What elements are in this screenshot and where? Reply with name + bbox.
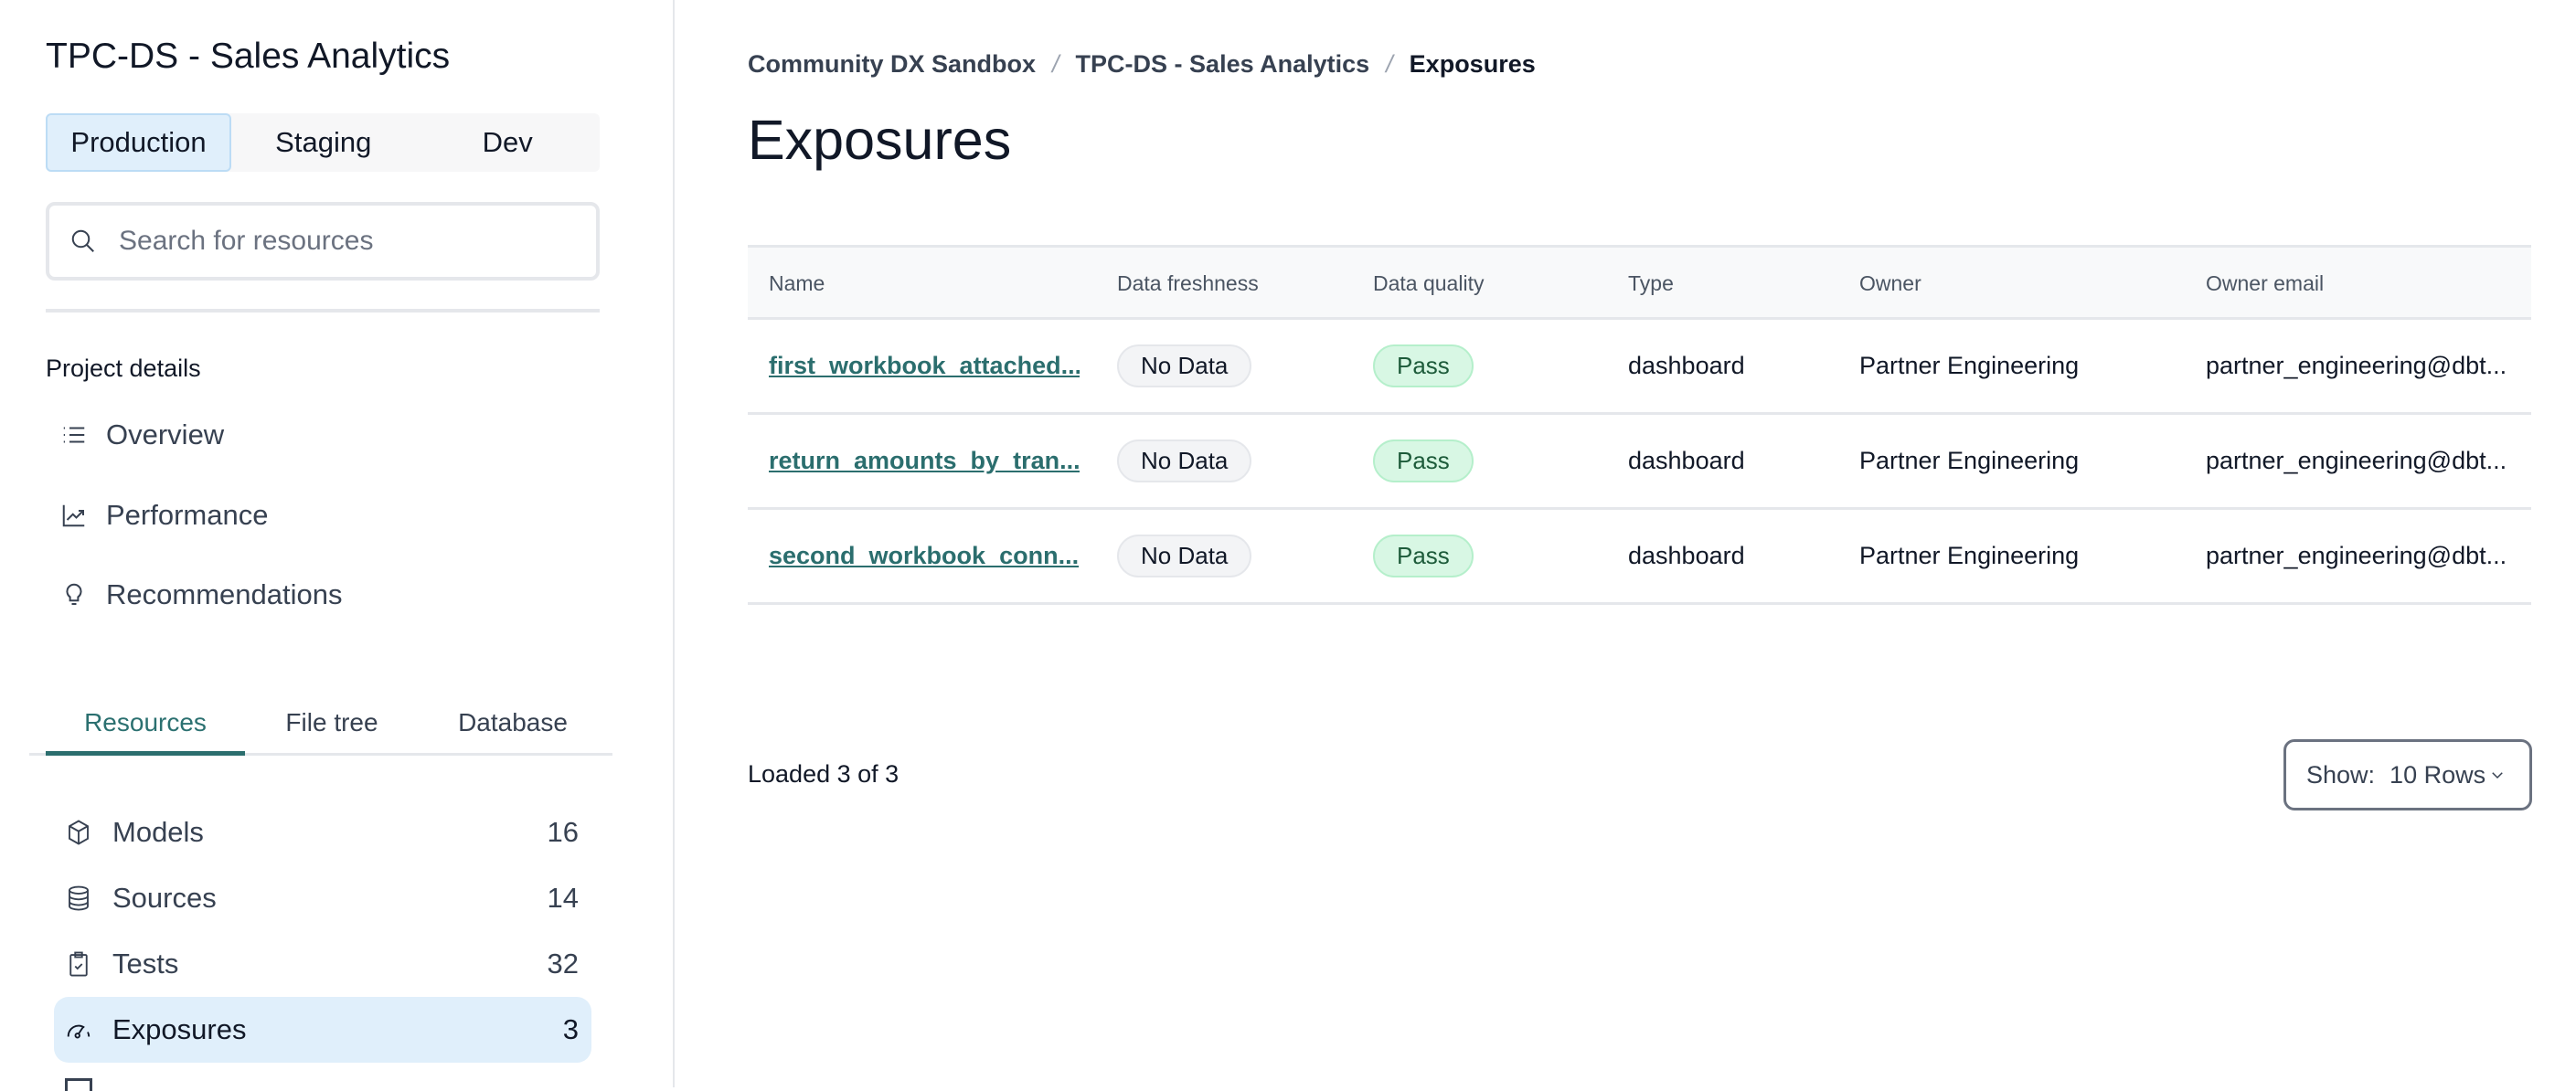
breadcrumb-project[interactable]: TPC-DS - Sales Analytics xyxy=(1075,50,1370,78)
resource-count: 32 xyxy=(547,948,579,980)
resource-tabs: Resources File tree Database xyxy=(29,690,612,756)
resource-count: 3 xyxy=(562,1013,579,1045)
cell-owner-email: partner_engineering@dbt... xyxy=(2206,542,2507,569)
cell-name: second_workbook_conn... xyxy=(769,510,1080,602)
resource-label: Sources xyxy=(112,882,217,914)
table-row[interactable]: second_workbook_conn... No Data Pass dashbo… xyxy=(748,510,2531,605)
cell-quality: Pass xyxy=(1373,320,1474,412)
cell-freshness: No Data xyxy=(1117,415,1252,507)
project-details-label: Project details xyxy=(46,355,201,382)
search-box xyxy=(46,202,600,281)
chevron-down-icon xyxy=(2492,772,2503,779)
cell-name: return_amounts_by_tran... xyxy=(769,415,1080,507)
exposure-link[interactable]: second_workbook_conn... xyxy=(769,542,1080,569)
tab-database[interactable]: Database xyxy=(458,708,568,736)
nav-performance-label: Performance xyxy=(106,499,269,531)
column-header-owner-email[interactable]: Owner email xyxy=(2206,271,2325,295)
exposures-table: Name Data freshness Data quality Type Ow… xyxy=(748,245,2531,605)
exposure-link[interactable]: return_amounts_by_tran... xyxy=(769,447,1080,474)
table-header: Name Data freshness Data quality Type Ow… xyxy=(748,245,2531,320)
clipboard-check-icon xyxy=(69,951,88,977)
cell-quality: Pass xyxy=(1373,415,1474,507)
cell-type: dashboard xyxy=(1628,542,1745,569)
breadcrumb: Community DX Sandbox / TPC-DS - Sales An… xyxy=(748,50,1536,79)
resource-label: Tests xyxy=(112,948,179,980)
resource-count: 16 xyxy=(547,816,579,848)
cell-freshness: No Data xyxy=(1117,510,1252,602)
nav-overview[interactable]: Overview xyxy=(60,412,224,458)
quality-badge: Pass xyxy=(1373,440,1474,482)
environment-switcher: Production Staging Dev xyxy=(46,113,600,172)
list-icon xyxy=(63,427,85,443)
resource-label: Models xyxy=(112,816,204,848)
table-row[interactable]: return_amounts_by_tran... No Data Pass dash… xyxy=(748,415,2531,510)
resource-tests[interactable]: Tests 32 xyxy=(54,931,591,997)
divider xyxy=(46,309,600,312)
resource-exposures[interactable]: Exposures 3 xyxy=(54,997,591,1063)
breadcrumb-current: Exposures xyxy=(1409,50,1536,78)
env-tab-dev[interactable]: Dev xyxy=(482,126,533,158)
grid-icon xyxy=(65,1078,92,1091)
breadcrumb-separator: / xyxy=(1386,50,1393,78)
cube-icon xyxy=(69,820,89,845)
database-icon xyxy=(69,885,89,911)
freshness-badge: No Data xyxy=(1117,535,1252,577)
nav-recommendations-label: Recommendations xyxy=(106,578,343,610)
quality-badge: Pass xyxy=(1373,535,1474,577)
cell-owner-email: partner_engineering@dbt... xyxy=(2206,447,2507,474)
sidebar: TPC-DS - Sales Analytics Production Stag… xyxy=(0,0,675,1091)
breadcrumb-separator: / xyxy=(1052,50,1059,78)
cell-owner-email: partner_engineering@dbt... xyxy=(2206,352,2507,379)
quality-badge: Pass xyxy=(1373,344,1474,387)
table-row[interactable]: first_workbook_attached... No Data Pass das… xyxy=(748,320,2531,415)
breadcrumb-community[interactable]: Community DX Sandbox xyxy=(748,50,1037,78)
cell-owner: Partner Engineering xyxy=(1859,542,2080,569)
chart-line-icon xyxy=(62,504,85,527)
cell-owner: Partner Engineering xyxy=(1859,352,2080,379)
resource-models[interactable]: Models 16 xyxy=(54,800,591,865)
rows-per-page-select[interactable]: Show: 10 Rows xyxy=(2283,739,2532,810)
cell-quality: Pass xyxy=(1373,510,1474,602)
gauge-icon xyxy=(67,1024,90,1039)
show-value: 10 Rows xyxy=(2390,760,2486,789)
cell-owner: Partner Engineering xyxy=(1859,447,2080,474)
resource-label: Exposures xyxy=(112,1013,247,1045)
column-header-freshness[interactable]: Data freshness xyxy=(1117,271,1259,295)
cell-type: dashboard xyxy=(1628,447,1745,474)
page-title: Exposures xyxy=(748,109,1012,171)
column-header-owner[interactable]: Owner xyxy=(1859,271,1921,295)
freshness-badge: No Data xyxy=(1117,344,1252,387)
project-title: TPC-DS - Sales Analytics xyxy=(46,37,451,76)
search-icon xyxy=(71,229,94,252)
tab-file-tree[interactable]: File tree xyxy=(285,708,378,736)
column-header-name[interactable]: Name xyxy=(769,271,825,295)
freshness-badge: No Data xyxy=(1117,440,1252,482)
search-input[interactable] xyxy=(119,226,558,257)
resource-count: 14 xyxy=(547,882,579,914)
lightbulb-icon xyxy=(66,583,82,605)
column-header-type[interactable]: Type xyxy=(1628,271,1674,295)
resource-sources[interactable]: Sources 14 xyxy=(54,865,591,931)
exposure-link[interactable]: first_workbook_attached... xyxy=(769,352,1080,379)
column-header-quality[interactable]: Data quality xyxy=(1373,271,1485,295)
tab-resources[interactable]: Resources xyxy=(46,690,245,756)
loaded-count: Loaded 3 of 3 xyxy=(748,760,899,788)
env-tab-production[interactable]: Production xyxy=(46,113,231,172)
cell-freshness: No Data xyxy=(1117,320,1252,412)
nav-performance[interactable]: Performance xyxy=(60,493,268,538)
env-tab-staging[interactable]: Staging xyxy=(275,126,372,158)
nav-recommendations[interactable]: Recommendations xyxy=(60,572,342,618)
nav-overview-label: Overview xyxy=(106,418,225,450)
show-label: Show: xyxy=(2306,760,2376,789)
cell-name: first_workbook_attached... xyxy=(769,320,1080,412)
cell-type: dashboard xyxy=(1628,352,1745,379)
